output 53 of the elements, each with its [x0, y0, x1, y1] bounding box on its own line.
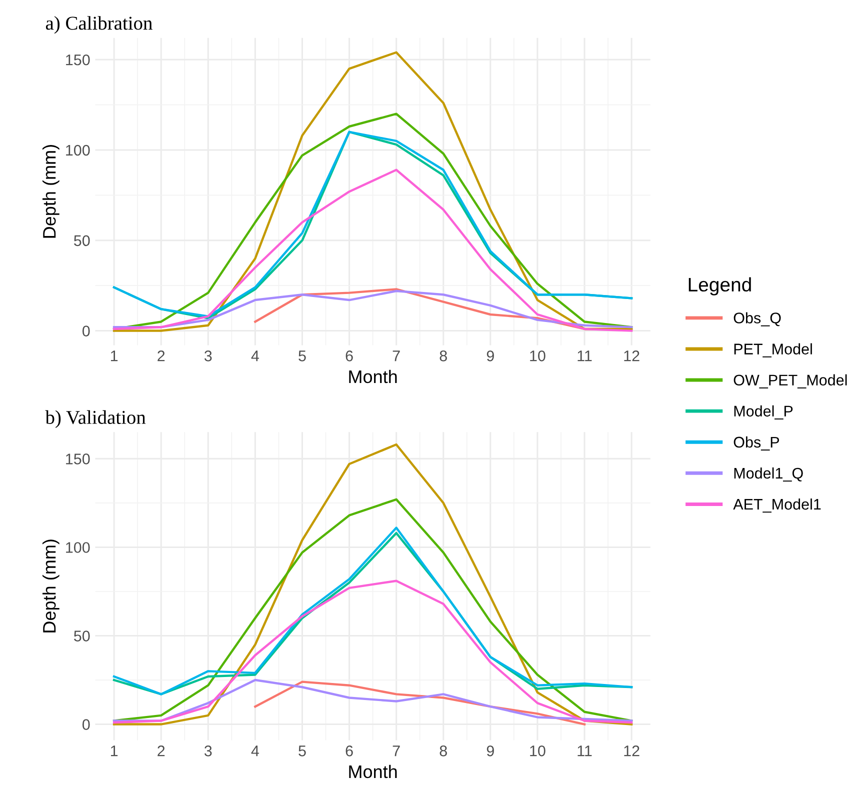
line-series	[112, 290, 633, 328]
x-tick-label: 12	[624, 350, 640, 362]
x-axis-title: Month	[349, 370, 397, 384]
x-tick-label: 11	[578, 746, 592, 756]
y-tick-label: 50	[74, 235, 90, 246]
x-tick-label: 6	[346, 745, 353, 756]
x-tick-label: 10	[530, 350, 546, 362]
legend-label: Obs_Q	[734, 312, 781, 326]
line-series	[254, 680, 586, 726]
x-tick-label: 1	[110, 350, 118, 362]
x-axis-title: Month	[349, 764, 397, 778]
x-tick-label: 1	[110, 746, 118, 756]
x-tick-label: 5	[298, 350, 306, 362]
y-axis-title: Depth (mm)	[42, 145, 60, 238]
line-series	[112, 168, 633, 332]
chart-title: a) Calibration	[46, 16, 152, 34]
y-tick-label: 100	[66, 144, 90, 156]
y-tick-label: 0	[82, 326, 90, 336]
x-tick-label: 2	[158, 350, 165, 362]
x-tick-label: 6	[346, 350, 353, 362]
legend-label: OW_PET_Model	[734, 374, 847, 388]
x-tick-label: 2	[158, 745, 165, 756]
x-tick-label: 9	[486, 350, 494, 362]
line-series	[112, 443, 633, 726]
y-axis-title: Depth (mm)	[42, 540, 60, 632]
y-tick-label: 100	[66, 542, 90, 553]
x-tick-label: 4	[251, 350, 259, 362]
x-tick-label: 8	[440, 350, 447, 362]
x-tick-label: 5	[298, 746, 306, 756]
x-tick-label: 9	[486, 745, 494, 756]
x-tick-label: 11	[578, 350, 592, 362]
x-tick-label: 7	[392, 746, 400, 756]
x-tick-label: 8	[440, 745, 447, 756]
x-tick-label: 3	[204, 350, 212, 362]
legend-label: Model_P	[734, 405, 793, 420]
x-tick-label: 4	[251, 746, 259, 756]
line-series	[112, 678, 633, 722]
legend-label: PET_Model	[734, 343, 812, 358]
legend-title: Legend	[688, 277, 751, 296]
y-tick-label: 50	[74, 630, 90, 642]
line-series	[112, 51, 633, 332]
y-tick-label: 0	[82, 719, 90, 730]
legend-label: Model1_Q	[734, 467, 803, 482]
legend-label: Obs_P	[734, 436, 780, 450]
y-tick-label: 150	[66, 54, 90, 66]
chart-title: b) Validation	[45, 410, 146, 428]
x-tick-label: 12	[624, 745, 640, 756]
legend-label: AET_Model1	[733, 498, 821, 513]
y-tick-label: 150	[66, 454, 90, 464]
x-tick-label: 7	[392, 350, 400, 362]
x-tick-label: 10	[530, 745, 546, 756]
x-tick-label: 3	[204, 745, 212, 756]
line-series	[112, 580, 633, 724]
